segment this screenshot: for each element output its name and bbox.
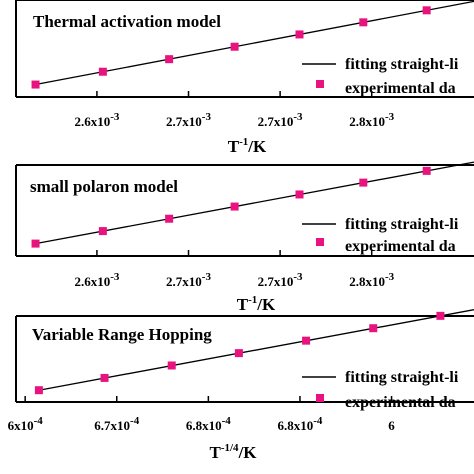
x-tick-label-exponent: -3 xyxy=(293,271,303,283)
legend-label-data: experimental da xyxy=(345,394,456,411)
x-tick-label-exponent: -4 xyxy=(313,415,323,427)
x-tick-label-exponent: -4 xyxy=(222,415,232,427)
legend-marker-swatch xyxy=(316,80,324,88)
legend-label-data: experimental da xyxy=(345,238,456,255)
legend: fitting straight-li experimental da xyxy=(302,56,459,97)
x-tick-label-base: 2.8x10 xyxy=(349,274,385,289)
x-tick-label-exponent: -4 xyxy=(34,415,44,427)
x-tick-label-exponent: -4 xyxy=(130,415,140,427)
x-tick-label-base: 2.6x10 xyxy=(74,114,110,129)
x-tick-label: 6.8x10-4 xyxy=(186,415,231,433)
x-axis-title-unit: /K xyxy=(238,443,258,462)
x-tick-label: 2.7x10-3 xyxy=(258,271,303,289)
x-tick-label-base: 2.6x10 xyxy=(74,274,110,289)
legend: fitting straight-li experimental da xyxy=(302,216,459,255)
x-tick-label-base: 2.8x10 xyxy=(349,114,385,129)
chart-title: Variable Range Hopping xyxy=(32,325,212,344)
data-point xyxy=(295,190,304,199)
x-tick-label-exponent: -3 xyxy=(110,271,120,283)
x-tick-label: 6.7x10-4 xyxy=(94,415,139,433)
data-point xyxy=(422,6,431,15)
legend: fitting straight-li experimental da xyxy=(302,369,459,411)
data-point xyxy=(302,336,311,345)
x-axis-title: T-1/K xyxy=(237,294,276,314)
x-tick-label-base: 6 xyxy=(388,418,395,433)
x-tick-label-exponent: -3 xyxy=(110,111,120,123)
x-tick-label: 2.8x10-3 xyxy=(349,111,394,129)
legend-label-data: experimental da xyxy=(345,80,456,97)
x-tick-label-exponent: -3 xyxy=(202,111,212,123)
data-point xyxy=(165,55,174,64)
legend-label-fit: fitting straight-li xyxy=(345,369,459,386)
x-axis-title-base: T xyxy=(209,443,221,462)
x-tick-label: 6x10-4 xyxy=(8,415,44,433)
x-tick-label: 2.8x10-3 xyxy=(349,271,394,289)
x-tick-label: 2.6x10-3 xyxy=(74,271,119,289)
data-point xyxy=(436,311,445,320)
x-axis-title-unit: /K xyxy=(256,295,276,314)
x-axis-title-base: T xyxy=(228,137,240,156)
data-point xyxy=(31,239,40,248)
legend-marker-swatch xyxy=(316,238,324,246)
x-axis-title-unit: /K xyxy=(247,137,267,156)
fit-line xyxy=(38,309,474,391)
data-point xyxy=(98,227,107,236)
chart-title: Thermal activation model xyxy=(33,12,221,31)
x-axis-title: T-1/4/K xyxy=(209,442,257,462)
x-axis-title-exponent: -1/4 xyxy=(221,442,239,454)
chart-panel: 6x10-4 6.7x10-4 6.8x10-4 6.8x10-4 6T-1/4/KVa… xyxy=(8,309,474,462)
x-axis-title: T-1/K xyxy=(228,136,267,156)
x-tick-label-base: 2.7x10 xyxy=(166,274,202,289)
x-tick-label: 2.7x10-3 xyxy=(166,271,211,289)
x-tick-label: 2.7x10-3 xyxy=(166,111,211,129)
data-point xyxy=(422,166,431,175)
chart-panel: 2.6x10-3 2.7x10-3 2.7x10-3 2.8x10-3T-1/Ksma… xyxy=(15,161,474,314)
x-tick-label-base: 6.7x10 xyxy=(94,418,130,433)
x-axis-title-exponent: -1 xyxy=(248,294,257,306)
data-point xyxy=(98,67,107,76)
data-point xyxy=(230,42,239,51)
x-tick-label-exponent: -3 xyxy=(385,111,395,123)
x-tick-label-base: 2.7x10 xyxy=(258,274,294,289)
x-axis-title-exponent: -1 xyxy=(239,136,248,148)
chart-title: small polaron model xyxy=(30,177,178,196)
x-tick-label: 2.6x10-3 xyxy=(74,111,119,129)
x-tick-label-base: 2.7x10 xyxy=(258,114,294,129)
legend-label-fit: fitting straight-li xyxy=(345,216,459,233)
data-point xyxy=(100,373,109,382)
x-tick-label-exponent: -3 xyxy=(385,271,395,283)
data-point xyxy=(359,18,368,27)
x-tick-label-base: 6x10 xyxy=(8,418,34,433)
x-tick-label-base: 2.7x10 xyxy=(166,114,202,129)
data-point xyxy=(31,80,40,89)
x-tick-label-exponent: -3 xyxy=(202,271,212,283)
legend-label-fit: fitting straight-li xyxy=(345,56,459,73)
data-point xyxy=(369,324,378,333)
legend-marker-swatch xyxy=(316,394,324,402)
data-point xyxy=(295,30,304,39)
data-point xyxy=(165,214,174,223)
x-tick-label: 6 xyxy=(388,418,395,433)
fit-line xyxy=(35,161,474,245)
data-point xyxy=(34,386,43,395)
data-point xyxy=(359,178,368,187)
x-tick-label: 6.8x10-4 xyxy=(277,415,322,433)
x-axis-title-base: T xyxy=(237,295,249,314)
data-point xyxy=(167,361,176,370)
x-tick-label-base: 6.8x10 xyxy=(186,418,222,433)
x-tick-label: 2.7x10-3 xyxy=(258,111,303,129)
fit-line xyxy=(35,0,474,86)
x-tick-label-base: 6.8x10 xyxy=(277,418,313,433)
x-tick-label-exponent: -3 xyxy=(293,111,303,123)
data-point xyxy=(230,202,239,211)
chart-panel: 2.6x10-3 2.7x10-3 2.7x10-3 2.8x10-3T-1/KThe… xyxy=(15,0,474,156)
data-point xyxy=(234,349,243,358)
